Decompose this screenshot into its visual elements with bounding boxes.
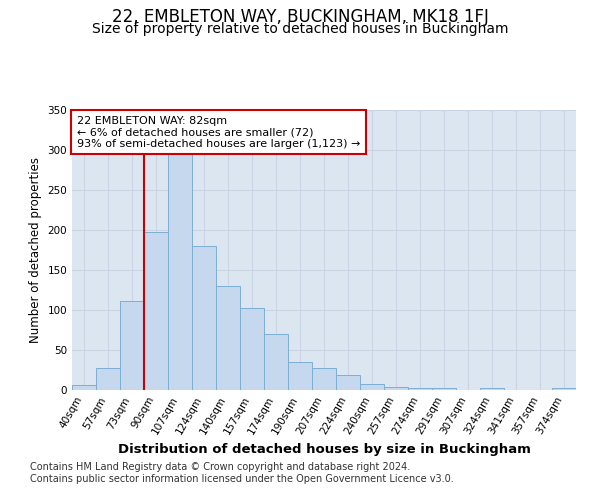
- Y-axis label: Number of detached properties: Number of detached properties: [29, 157, 42, 343]
- Text: 22 EMBLETON WAY: 82sqm
← 6% of detached houses are smaller (72)
93% of semi-deta: 22 EMBLETON WAY: 82sqm ← 6% of detached …: [77, 116, 361, 149]
- Bar: [216, 286, 240, 390]
- Text: Distribution of detached houses by size in Buckingham: Distribution of detached houses by size …: [118, 442, 530, 456]
- Bar: [384, 387, 408, 390]
- Bar: [408, 388, 432, 390]
- Bar: [480, 388, 504, 390]
- Bar: [168, 154, 192, 390]
- Bar: [312, 368, 336, 390]
- Bar: [96, 368, 120, 390]
- Bar: [552, 388, 576, 390]
- Bar: [144, 232, 168, 390]
- Bar: [120, 301, 144, 390]
- Text: 22, EMBLETON WAY, BUCKINGHAM, MK18 1FJ: 22, EMBLETON WAY, BUCKINGHAM, MK18 1FJ: [112, 8, 488, 26]
- Bar: [360, 384, 384, 390]
- Bar: [288, 362, 312, 390]
- Bar: [240, 308, 264, 390]
- Text: Contains public sector information licensed under the Open Government Licence v3: Contains public sector information licen…: [30, 474, 454, 484]
- Text: Contains HM Land Registry data © Crown copyright and database right 2024.: Contains HM Land Registry data © Crown c…: [30, 462, 410, 472]
- Bar: [264, 334, 288, 390]
- Bar: [336, 375, 360, 390]
- Bar: [432, 388, 456, 390]
- Bar: [192, 246, 216, 390]
- Text: Size of property relative to detached houses in Buckingham: Size of property relative to detached ho…: [92, 22, 508, 36]
- Bar: [72, 385, 96, 390]
